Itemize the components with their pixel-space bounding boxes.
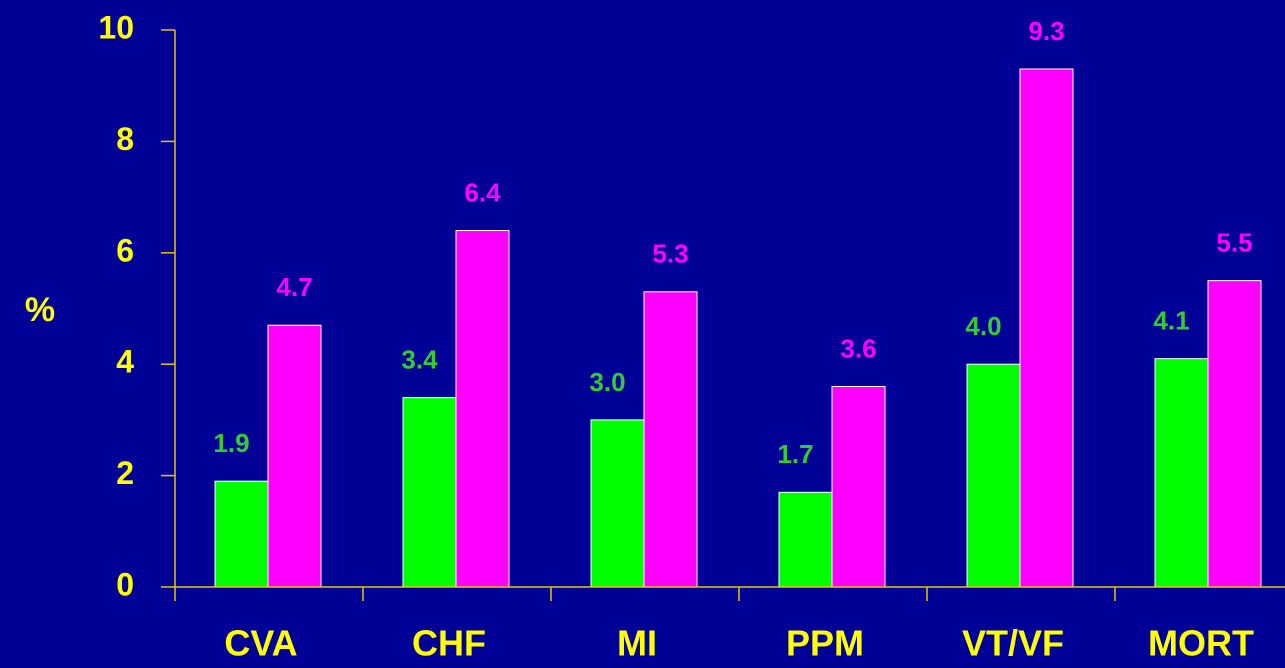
bar <box>966 363 1021 588</box>
x-tick-label: MI <box>617 623 657 664</box>
bar <box>590 419 645 588</box>
x-tick-label: VT/VF <box>962 623 1064 664</box>
bar <box>402 397 457 588</box>
data-label: 4.7 <box>276 272 312 302</box>
bar <box>643 291 698 588</box>
y-axis-label: % <box>25 291 55 329</box>
data-label: 1.7 <box>777 439 813 469</box>
x-tick-label: CVA <box>224 623 297 664</box>
data-label: 5.3 <box>652 239 688 269</box>
y-tick-label: 4 <box>116 344 134 380</box>
data-label: 3.4 <box>401 344 438 374</box>
y-tick-label: 10 <box>98 9 134 45</box>
data-label: 4.1 <box>1153 306 1189 336</box>
bar <box>831 385 886 588</box>
data-label: 6.4 <box>464 177 501 207</box>
y-tick-label: 8 <box>116 121 134 157</box>
x-tick-label: CHF <box>412 623 486 664</box>
bar <box>778 491 833 588</box>
data-label: 9.3 <box>1028 16 1064 46</box>
data-label: 3.0 <box>589 367 625 397</box>
bar <box>214 480 269 588</box>
bar <box>1154 358 1209 588</box>
data-label: 5.5 <box>1216 228 1252 258</box>
bar <box>1019 68 1074 588</box>
x-tick-label: PPM <box>786 623 864 664</box>
y-tick-label: 0 <box>116 566 134 602</box>
data-label: 1.9 <box>213 428 249 458</box>
data-label: 3.6 <box>840 333 876 363</box>
data-label: 4.0 <box>965 311 1001 341</box>
bar <box>267 324 322 588</box>
x-tick-label: MORT <box>1148 623 1254 664</box>
bar <box>455 230 510 588</box>
y-tick-label: 2 <box>116 455 134 491</box>
bar <box>1207 280 1262 588</box>
y-tick-label: 6 <box>116 232 134 268</box>
